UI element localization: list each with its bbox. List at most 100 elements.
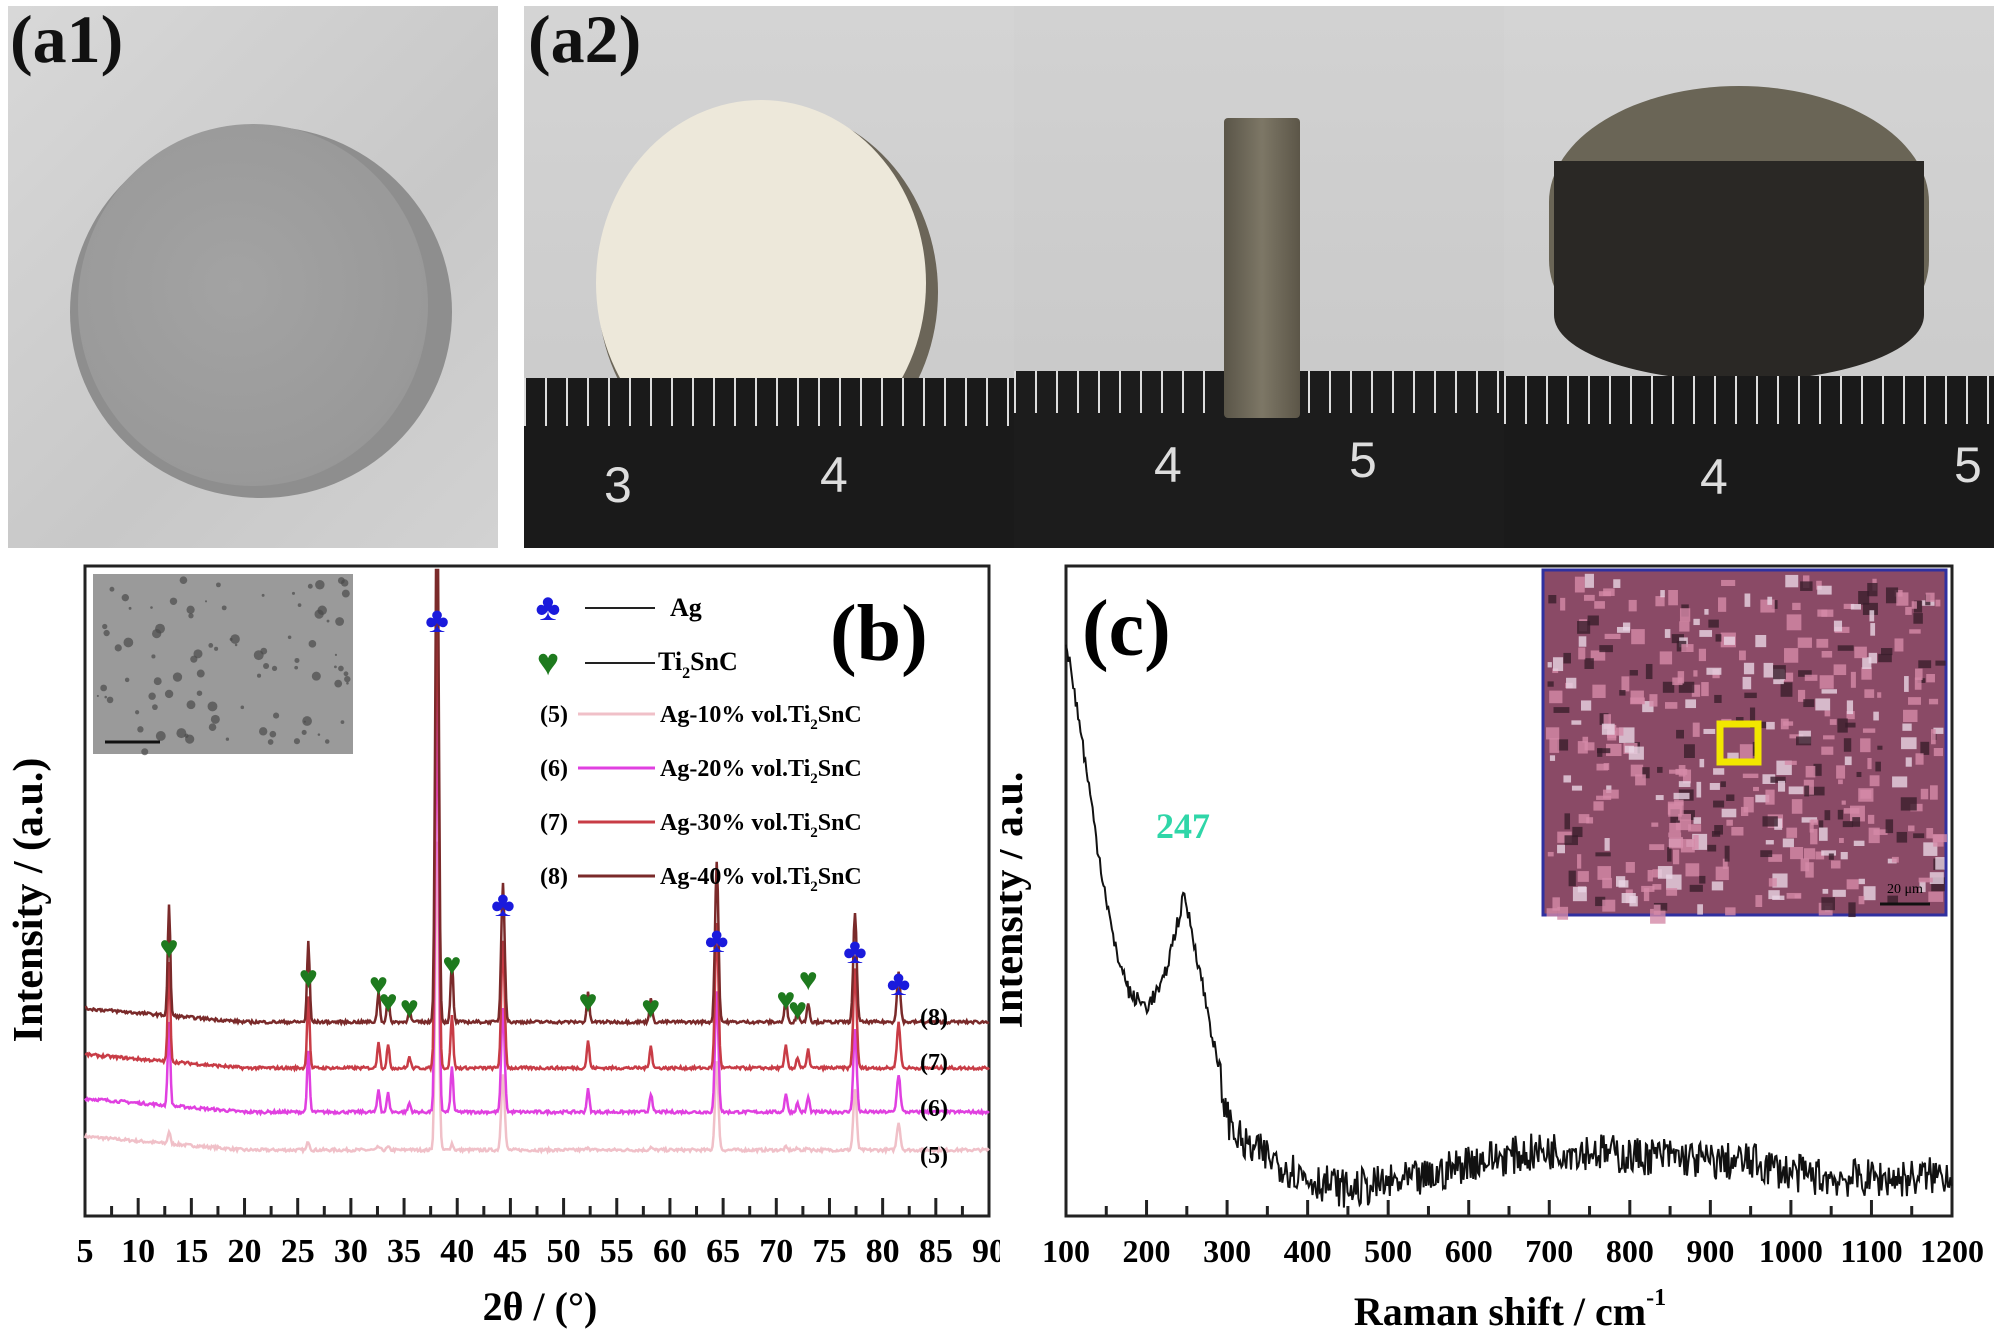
svg-text:Ag: Ag xyxy=(670,593,702,622)
svg-text:20: 20 xyxy=(228,1233,262,1270)
panel-label-c: (c) xyxy=(1082,585,1171,673)
svg-text:500: 500 xyxy=(1364,1233,1412,1269)
svg-text:40: 40 xyxy=(440,1233,474,1270)
svg-text:90: 90 xyxy=(972,1233,1000,1270)
x-axis-ticks xyxy=(1064,1200,1954,1216)
heart-icon: ♥ xyxy=(379,983,398,1019)
svg-text:Ag-30% vol.Ti2SnC: Ag-30% vol.Ti2SnC xyxy=(660,810,862,841)
panel-label-a2: (a2) xyxy=(528,1,642,77)
optical-micrograph-inset xyxy=(1541,568,1948,917)
svg-text:700: 700 xyxy=(1525,1233,1573,1269)
svg-text:45: 45 xyxy=(493,1233,527,1270)
svg-text:50: 50 xyxy=(547,1233,581,1270)
y-axis-label: Intensity / a.u. xyxy=(1000,772,1032,1029)
heart-icon: ♥ xyxy=(776,981,795,1017)
scale-bar-label: 20 μm xyxy=(1887,882,1923,897)
svg-text:55: 55 xyxy=(600,1233,634,1270)
svg-text:35: 35 xyxy=(387,1233,421,1270)
analysis-region-marker xyxy=(1716,720,1762,766)
svg-text:(6): (6) xyxy=(920,1096,948,1122)
panel-label-b: (b) xyxy=(830,590,928,678)
peak-markers: ♣♣♣ ♣♣♥♥ ♥♥ ♥♥♥ ♥ ♥♥♥ xyxy=(160,600,911,1027)
inset-texture xyxy=(1546,573,1947,924)
svg-text:200: 200 xyxy=(1123,1233,1171,1269)
svg-text:(7): (7) xyxy=(540,810,568,836)
svg-text:(8): (8) xyxy=(920,1005,948,1031)
svg-text:1000: 1000 xyxy=(1759,1233,1823,1269)
photo-a2: 3 4 4 5 4 5 (a2) xyxy=(524,1,1994,548)
svg-text:600: 600 xyxy=(1445,1233,1493,1269)
x-axis-ticks xyxy=(83,1198,991,1216)
series-(7) xyxy=(84,569,990,1074)
svg-text:800: 800 xyxy=(1606,1233,1654,1269)
heart-icon: ♥ xyxy=(400,989,419,1025)
peak-annotation: 247 xyxy=(1156,806,1210,846)
raman-spectrum xyxy=(1065,644,1953,1208)
heart-icon: ♥ xyxy=(788,991,807,1027)
ruler xyxy=(1504,376,1994,548)
svg-text:1200: 1200 xyxy=(1920,1233,1984,1269)
heart-icon: ♥ xyxy=(442,946,461,982)
svg-text:1100: 1100 xyxy=(1840,1233,1902,1269)
svg-text:(6): (6) xyxy=(540,756,568,782)
x-axis-tick-labels: 100 200 300 400 500 600 700 800 900 1000 1100 1200 xyxy=(1042,1233,1984,1269)
svg-text:(5): (5) xyxy=(920,1143,948,1169)
club-icon: ♣ xyxy=(705,920,729,960)
inset-particles xyxy=(96,576,351,756)
club-icon: ♣ xyxy=(425,600,449,640)
sample-disc-side xyxy=(1224,118,1300,418)
heart-icon: ♥ xyxy=(369,966,388,1002)
svg-text:Ag-10% vol.Ti2SnC: Ag-10% vol.Ti2SnC xyxy=(660,702,862,733)
ruler-number: 5 xyxy=(1954,437,1982,493)
photo-a2-part1: 3 4 xyxy=(524,6,1014,548)
ruler-number: 4 xyxy=(820,447,848,503)
svg-text:30: 30 xyxy=(334,1233,368,1270)
svg-text:(5): (5) xyxy=(540,702,568,728)
xrd-series xyxy=(83,568,990,1156)
ruler-number: 5 xyxy=(1349,432,1377,488)
x-axis-tick-labels: 5 10 15 20 25 30 35 40 45 50 55 60 65 70 75 80 85 90 xyxy=(77,1233,1001,1270)
svg-text:900: 900 xyxy=(1686,1233,1734,1269)
heart-icon: ♥ xyxy=(299,959,318,995)
svg-text:25: 25 xyxy=(281,1233,315,1270)
series-(8) xyxy=(84,568,990,1027)
sample-disc-face-a1 xyxy=(78,124,428,486)
raman-chart: 100 200 300 400 500 600 700 800 900 1000 1100 1200 … xyxy=(1000,564,1984,1334)
xrd-chart: 5 10 15 20 25 30 35 40 45 50 55 60 65 70 75 80 85 90 ♣ ♣ ♣ ♣… xyxy=(6,564,1001,1329)
heart-icon: ♥ xyxy=(641,989,660,1025)
heart-icon: ♥ xyxy=(799,961,818,997)
heart-icon: ♥ xyxy=(537,642,560,684)
ruler-number: 4 xyxy=(1700,449,1728,505)
svg-text:100: 100 xyxy=(1042,1233,1090,1269)
heart-icon: ♥ xyxy=(160,929,179,965)
heart-icon: ♥ xyxy=(579,983,598,1019)
svg-text:(7): (7) xyxy=(920,1050,948,1076)
svg-text:(8): (8) xyxy=(540,864,568,890)
club-icon: ♣ xyxy=(491,884,515,924)
svg-text:400: 400 xyxy=(1284,1233,1332,1269)
svg-text:70: 70 xyxy=(759,1233,793,1270)
ruler xyxy=(524,378,1014,548)
series-(5) xyxy=(83,841,990,1156)
club-icon: ♣ xyxy=(887,963,911,1003)
micrograph-inset xyxy=(93,574,353,754)
photo-a1: (a1) xyxy=(8,1,498,548)
svg-text:Ag-40% vol.Ti2SnC: Ag-40% vol.Ti2SnC xyxy=(660,864,862,895)
svg-text:10: 10 xyxy=(121,1233,155,1270)
svg-text:300: 300 xyxy=(1203,1233,1251,1269)
ruler-number: 4 xyxy=(1154,437,1182,493)
svg-text:Ag-20% vol.Ti2SnC: Ag-20% vol.Ti2SnC xyxy=(660,756,862,787)
svg-text:85: 85 xyxy=(919,1233,953,1270)
svg-text:80: 80 xyxy=(866,1233,900,1270)
svg-text:65: 65 xyxy=(706,1233,740,1270)
panel-label-a1: (a1) xyxy=(10,1,124,77)
y-axis-label: Intensity / (a.u.) xyxy=(6,758,52,1043)
svg-text:5: 5 xyxy=(77,1233,94,1270)
series-(6) xyxy=(83,690,990,1117)
x-axis-label: Raman shift / cm-1 xyxy=(1354,1285,1666,1334)
photo-a2-part2: 4 5 xyxy=(1014,6,1504,548)
club-icon: ♣ xyxy=(843,931,867,971)
series-labels: (8) (7) (6) (5) xyxy=(920,1005,948,1169)
ruler-number: 3 xyxy=(604,457,632,513)
club-icon: ♣ xyxy=(536,587,561,629)
